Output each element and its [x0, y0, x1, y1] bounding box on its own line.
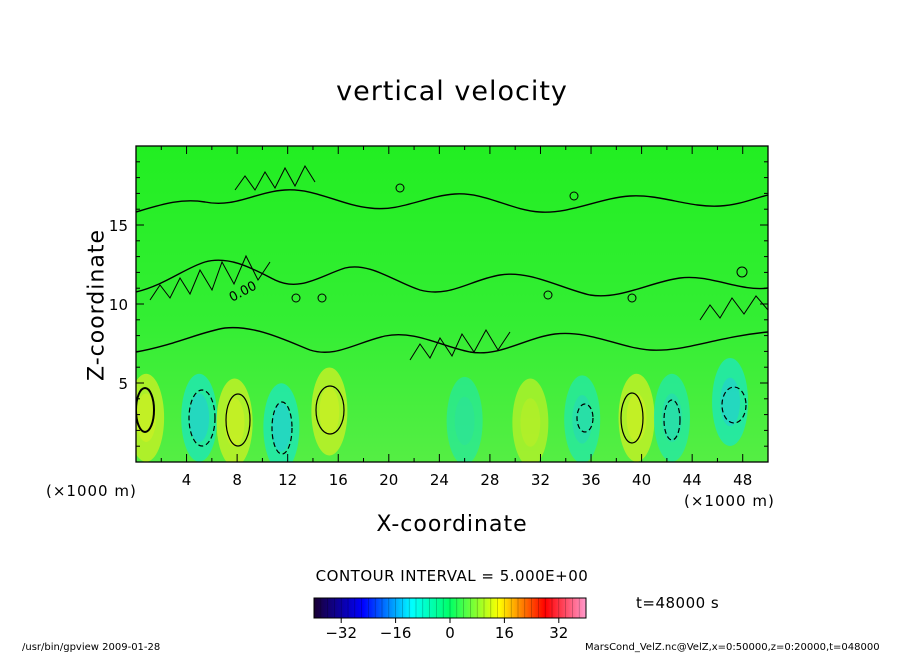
- colorbar-tick-label: 32: [549, 624, 568, 642]
- x-tick-label: 44: [683, 471, 702, 489]
- colorbar-stripes: [320, 598, 580, 618]
- x-tick-label: 40: [632, 471, 651, 489]
- y-tick-label: 15: [109, 217, 128, 235]
- x-tick-label: 36: [581, 471, 600, 489]
- velocity-cell-core: [454, 396, 475, 446]
- velocity-cell: [564, 375, 601, 462]
- y-axis: 5 10 15: [109, 161, 768, 447]
- velocity-cell-core: [572, 395, 593, 444]
- x-tick-label: 28: [480, 471, 499, 489]
- x-tick-label: 4: [182, 471, 192, 489]
- velocity-cell-core: [224, 398, 245, 447]
- velocity-cell: [653, 373, 690, 462]
- velocity-cell-core: [189, 393, 210, 442]
- velocity-cell-core: [720, 377, 740, 427]
- chart-title: vertical velocity: [336, 76, 568, 107]
- velocity-cell: [446, 376, 483, 462]
- y-tick-label: 10: [109, 296, 128, 314]
- x-tick-label: 16: [329, 471, 348, 489]
- velocity-cell-core: [271, 403, 292, 452]
- colorbar-tick-label: −32: [325, 624, 357, 642]
- x-tick-label: 32: [531, 471, 550, 489]
- colorbar-tick-label: 0: [445, 624, 455, 642]
- footer-right: MarsCond_VelZ.nc@VelZ,x=0:50000,z=0:2000…: [585, 642, 880, 653]
- velocity-cell-core: [662, 393, 682, 442]
- footer-left: /usr/bin/gpview 2009-01-28: [22, 642, 161, 653]
- colorbar-tick-label: −16: [380, 624, 412, 642]
- colorbar-ticks: −32 −16 0 16 32: [325, 618, 568, 642]
- x-axis-unit: (×1000 m): [684, 492, 775, 510]
- y-axis-label: Z-coordinate: [84, 229, 110, 381]
- x-tick-label: 8: [232, 471, 242, 489]
- velocity-cell-core: [319, 387, 340, 436]
- colorbar: [314, 598, 586, 618]
- x-axis-label: X-coordinate: [376, 512, 528, 537]
- x-tick-label: 48: [733, 471, 752, 489]
- velocity-cells: [136, 357, 749, 462]
- x-tick-label: 24: [430, 471, 449, 489]
- contour-lines: [136, 164, 768, 455]
- velocity-cell: [512, 378, 549, 462]
- x-axis: 4 8 12 16 20 24 28 32 36 40 44 48: [160, 146, 752, 489]
- time-label: t=48000 s: [636, 594, 720, 612]
- y-axis-unit: (×1000 m): [46, 482, 137, 500]
- x-tick-label: 12: [278, 471, 297, 489]
- y-tick-label: 5: [118, 375, 128, 393]
- velocity-cell-core: [520, 398, 541, 447]
- colorbar-tick-label: 16: [495, 624, 514, 642]
- x-tick-label: 20: [379, 471, 398, 489]
- contour-interval: CONTOUR INTERVAL = 5.000E+00: [315, 567, 589, 585]
